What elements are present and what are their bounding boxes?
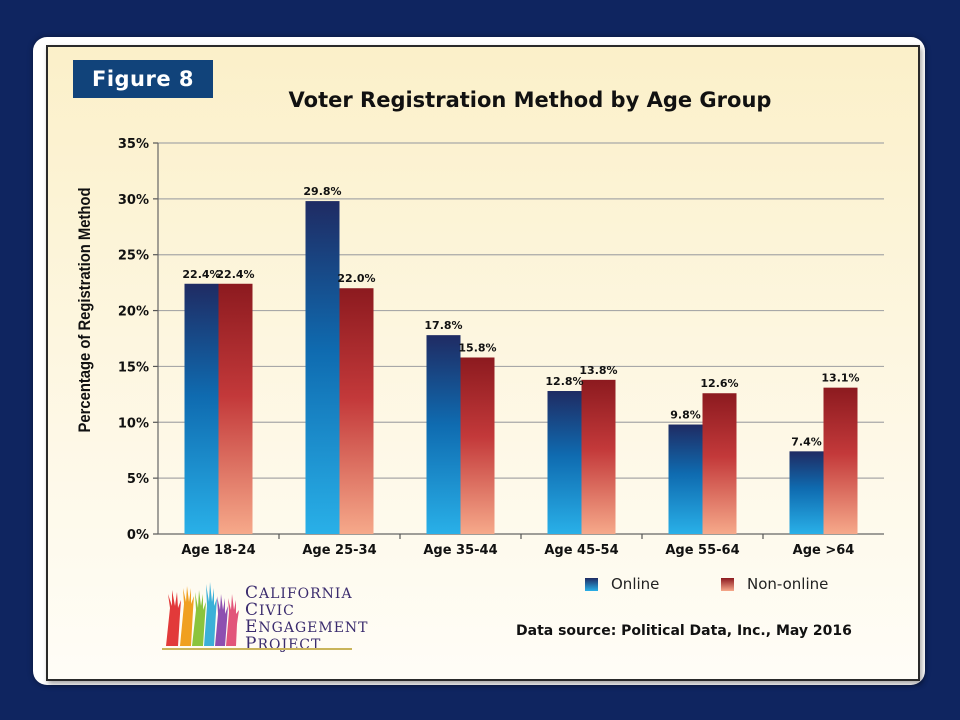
y-axis-title: Percentage of Registration Method [75, 188, 94, 433]
data-label: 17.8% [424, 319, 462, 332]
bar-online [668, 424, 703, 534]
bar-online [305, 201, 340, 534]
logo-line: ENGAGEMENT [245, 617, 369, 637]
x-tick-label: Age 18-24 [181, 543, 255, 558]
bar-non-online [823, 387, 858, 534]
y-tick-label: 15% [118, 360, 149, 375]
data-label: 29.8% [303, 185, 341, 198]
logo-line: PROJECT [245, 634, 322, 654]
y-tick-label: 5% [127, 472, 149, 487]
logo-line: CIVIC [245, 600, 295, 620]
y-tick-label: 20% [118, 305, 149, 320]
data-label: 22.0% [337, 272, 375, 285]
data-source-note: Data source: Political Data, Inc., May 2… [516, 623, 852, 639]
data-label: 15.8% [458, 341, 496, 354]
logo-line: CALIFORNIA [245, 583, 353, 603]
x-tick-label: Age 25-34 [302, 543, 376, 558]
bar-non-online [581, 379, 616, 534]
data-label: 9.8% [670, 409, 701, 422]
data-label: 13.8% [579, 364, 617, 377]
data-label: 22.4% [216, 268, 254, 281]
y-tick-label: 30% [118, 193, 149, 208]
data-label: 22.4% [182, 268, 220, 281]
bar-non-online [218, 283, 253, 534]
legend-label-non-online: Non-online [747, 575, 829, 593]
bar-non-online [339, 288, 374, 534]
legend-item-online: Online [585, 575, 659, 593]
bar-non-online [460, 357, 495, 534]
y-tick-label: 35% [118, 137, 149, 152]
x-tick-label: Age 35-44 [423, 543, 497, 558]
raised-hands-icon [166, 582, 239, 646]
logo-underline [162, 648, 352, 650]
y-tick-label: 10% [118, 416, 149, 431]
bar-online [547, 391, 582, 534]
legend-label-online: Online [611, 575, 660, 593]
logo-wordmark: CALIFORNIA CIVIC ENGAGEMENT PROJECT [245, 583, 369, 654]
data-label: 12.6% [700, 377, 738, 390]
legend-item-non-online: Non-online [721, 575, 828, 593]
chart-title: Voter Registration Method by Age Group [288, 88, 772, 112]
x-tick-label: Age >64 [793, 543, 855, 558]
data-label: 12.8% [545, 375, 583, 388]
bar-non-online [702, 393, 737, 534]
x-tick-label: Age 45-54 [544, 543, 618, 558]
legend-swatch-online [585, 577, 598, 591]
y-tick-label: 25% [118, 249, 149, 264]
bar-online [789, 451, 824, 534]
project-logo [166, 582, 239, 646]
legend-swatch-non-online [721, 577, 734, 591]
bar-online [426, 335, 461, 534]
data-label: 13.1% [821, 372, 859, 385]
figure-label: Figure 8 [73, 60, 213, 98]
x-tick-label: Age 55-64 [665, 543, 739, 558]
y-tick-label: 0% [127, 528, 149, 543]
bar-online [184, 283, 219, 534]
data-label: 7.4% [791, 435, 822, 448]
